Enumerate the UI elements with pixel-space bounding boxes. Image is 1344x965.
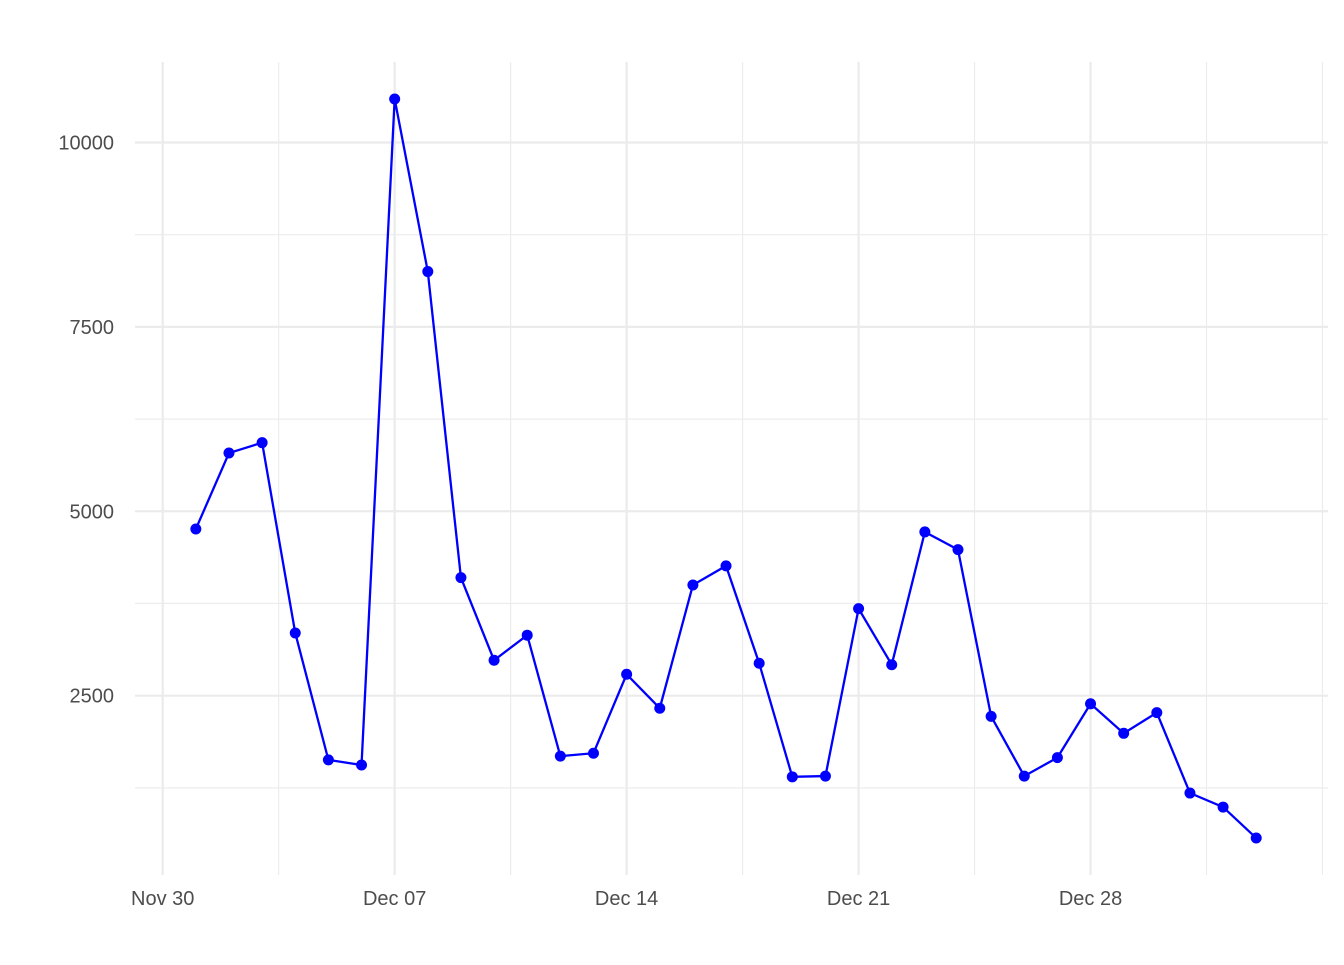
- data-point: [289, 627, 301, 639]
- series-line: [194, 98, 1258, 839]
- data-point: [819, 770, 831, 782]
- data-point: [322, 754, 334, 766]
- data-point: [786, 771, 798, 783]
- data-point: [422, 266, 434, 278]
- data-point: [190, 523, 202, 535]
- series: [190, 93, 1262, 844]
- data-point: [1085, 698, 1097, 710]
- data-point: [1118, 727, 1130, 739]
- data-point: [1250, 832, 1262, 844]
- x-tick-label: Nov 30: [131, 888, 194, 910]
- data-point: [389, 93, 401, 105]
- data-point: [919, 526, 931, 538]
- data-point: [720, 560, 732, 572]
- data-point: [223, 447, 235, 459]
- data-point: [687, 579, 699, 591]
- y-tick-label: 2500: [70, 686, 115, 708]
- y-axis: 2500 5000 7500 10000: [58, 132, 114, 707]
- data-point: [753, 657, 765, 669]
- data-point: [853, 603, 865, 615]
- x-tick-label: Dec 21: [827, 888, 890, 910]
- data-point: [1151, 707, 1163, 719]
- data-point: [356, 759, 368, 771]
- y-tick-label: 5000: [70, 501, 115, 523]
- data-point: [488, 654, 500, 666]
- data-point: [1051, 752, 1063, 764]
- data-point: [587, 747, 599, 759]
- grid: [135, 62, 1328, 875]
- data-point: [985, 710, 997, 722]
- data-point: [521, 629, 533, 641]
- data-point: [654, 702, 666, 714]
- x-tick-label: Dec 07: [363, 888, 426, 910]
- data-point: [1018, 770, 1030, 782]
- x-tick-label: Dec 14: [595, 888, 658, 910]
- data-point: [886, 659, 898, 671]
- x-axis: Nov 30 Dec 07 Dec 14 Dec 21 Dec 28: [131, 888, 1122, 910]
- x-tick-label: Dec 28: [1059, 888, 1122, 910]
- y-tick-label: 10000: [58, 132, 114, 154]
- y-tick-label: 7500: [70, 317, 115, 339]
- data-point: [455, 572, 467, 584]
- data-point: [256, 437, 268, 449]
- data-point: [1184, 787, 1196, 799]
- data-point: [952, 544, 964, 556]
- data-point: [1217, 801, 1229, 813]
- data-point: [554, 750, 566, 762]
- data-point: [621, 668, 633, 680]
